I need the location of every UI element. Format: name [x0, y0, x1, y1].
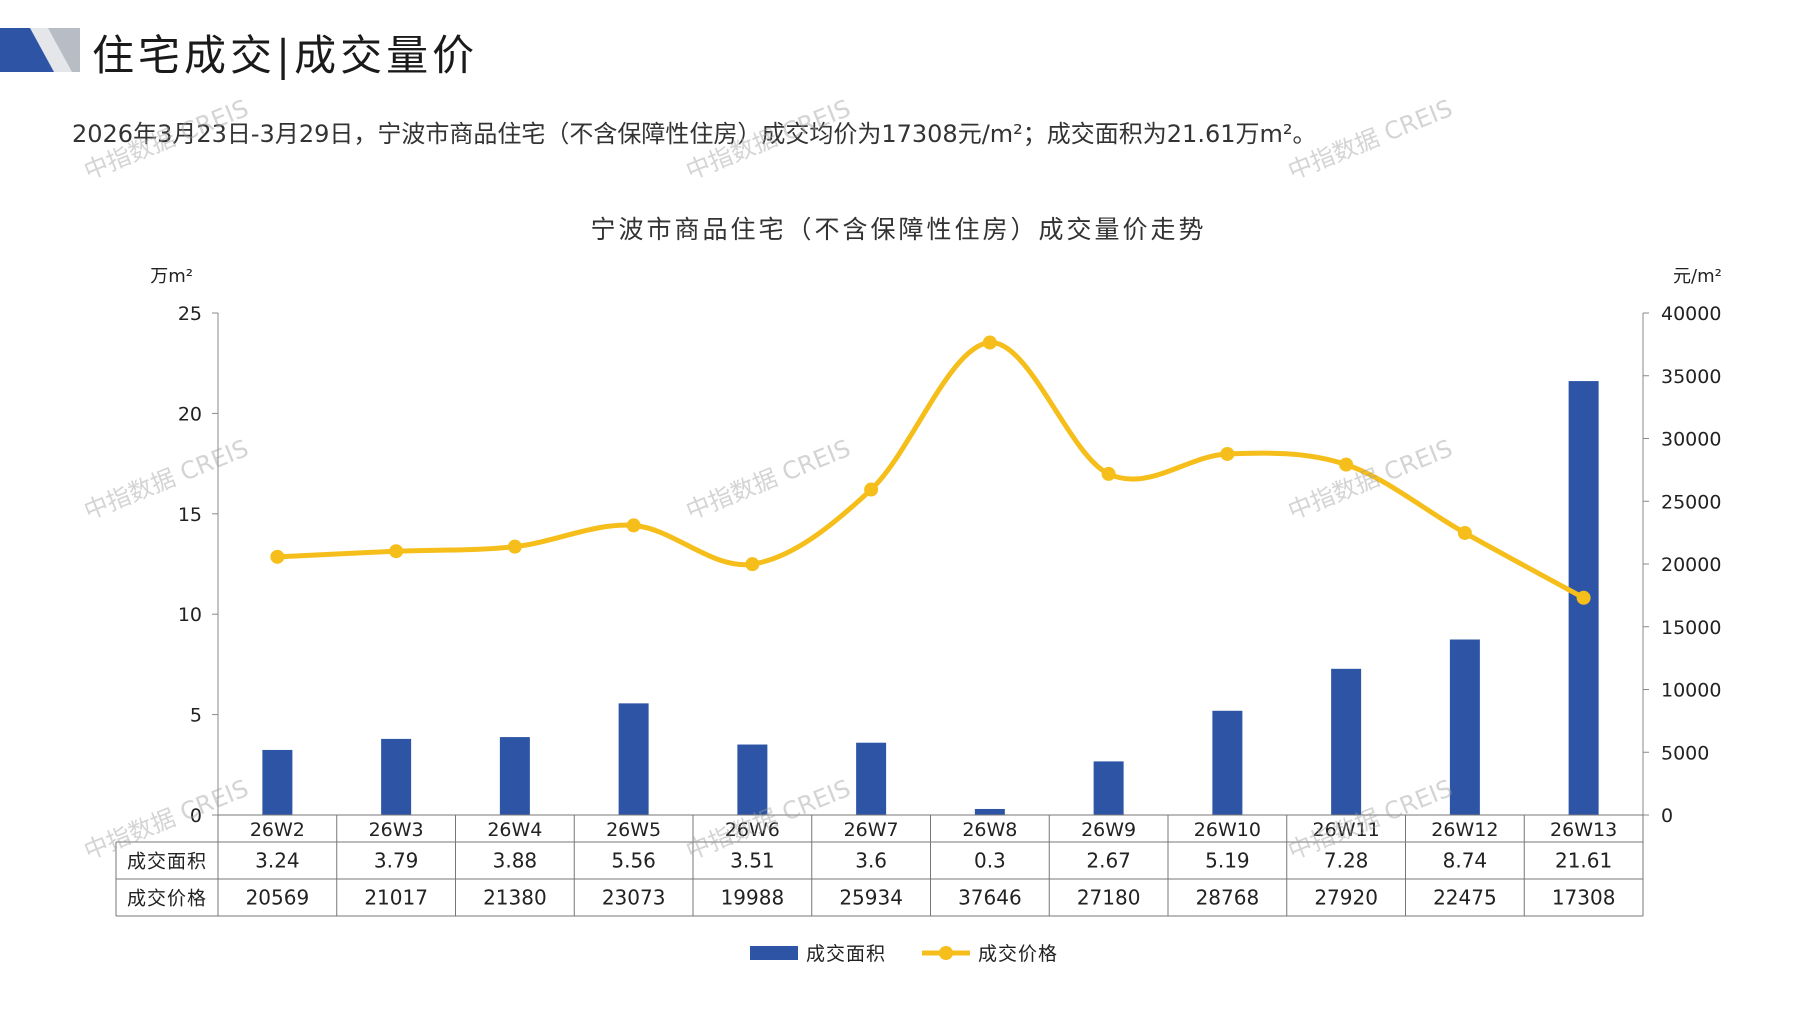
- x-tick-label: 26W10: [1194, 819, 1261, 841]
- y-right-tick-label: 10000: [1661, 680, 1721, 702]
- y-left-tick-label: 10: [178, 604, 202, 626]
- price-point: [507, 539, 522, 554]
- legend-swatch-area: [750, 946, 798, 960]
- data-label-price: 20569: [246, 886, 310, 910]
- bar: [1449, 639, 1480, 815]
- data-label-price: 27180: [1077, 886, 1141, 910]
- table-row-label-price: 成交价格: [127, 888, 207, 910]
- price-point: [1339, 457, 1354, 472]
- data-label-price: 17308: [1552, 886, 1616, 910]
- bar: [974, 808, 1005, 815]
- y-right-tick-label: 35000: [1661, 366, 1721, 388]
- x-tick-label: 26W2: [250, 819, 305, 841]
- x-tick-label: 26W9: [1081, 819, 1136, 841]
- x-tick-label: 26W7: [844, 819, 899, 841]
- data-label-area: 3.79: [374, 849, 419, 873]
- y-left-tick-label: 25: [178, 303, 202, 325]
- data-label-area: 21.61: [1555, 849, 1612, 873]
- price-point: [982, 335, 997, 350]
- data-label-price: 21380: [483, 886, 547, 910]
- price-point: [1576, 590, 1591, 605]
- data-label-area: 3.51: [730, 849, 775, 873]
- x-tick-label: 26W4: [487, 819, 542, 841]
- y-left-tick-label: 20: [178, 403, 202, 425]
- price-point: [745, 557, 760, 572]
- summary-text: 2026年3月23日-3月29日，宁波市商品住宅（不含保障性住房）成交均价为17…: [72, 120, 1317, 148]
- bar: [1093, 761, 1124, 815]
- y-right-tick-label: 0: [1661, 805, 1673, 827]
- price-point: [864, 482, 879, 497]
- bar: [1212, 710, 1243, 815]
- y-right-tick-label: 30000: [1661, 429, 1721, 451]
- price-point: [1457, 525, 1472, 540]
- legend-label-area: 成交面积: [806, 943, 886, 965]
- y-left-tick-label: 0: [190, 805, 202, 827]
- y-right-tick-label: 5000: [1661, 742, 1709, 764]
- bar: [381, 738, 412, 815]
- bar: [618, 703, 649, 815]
- table-row-label-area: 成交面积: [127, 851, 207, 873]
- x-tick-label: 26W13: [1550, 819, 1617, 841]
- price-point: [1101, 466, 1116, 481]
- data-label-price: 37646: [958, 886, 1022, 910]
- data-label-price: 22475: [1433, 886, 1497, 910]
- y-left-axis-label: 万m²: [150, 266, 193, 287]
- bar: [262, 749, 293, 815]
- price-point: [626, 518, 641, 533]
- y-right-tick-label: 20000: [1661, 554, 1721, 576]
- chart-title: 宁波市商品住宅（不含保障性住房）成交量价走势: [590, 215, 1207, 244]
- data-label-price: 28768: [1196, 886, 1260, 910]
- bar: [856, 742, 887, 815]
- legend-label-price: 成交价格: [978, 943, 1058, 965]
- data-label-area: 8.74: [1443, 849, 1488, 873]
- data-label-price: 23073: [602, 886, 666, 910]
- bar: [1331, 668, 1362, 815]
- x-tick-label: 26W11: [1313, 819, 1380, 841]
- price-line: [274, 340, 1587, 601]
- data-label-area: 5.56: [611, 849, 656, 873]
- data-label-area: 3.6: [855, 849, 887, 873]
- x-tick-label: 26W5: [606, 819, 661, 841]
- data-label-price: 27920: [1314, 886, 1378, 910]
- data-label-area: 3.88: [493, 849, 538, 873]
- bar: [499, 737, 530, 815]
- x-tick-label: 26W8: [962, 819, 1017, 841]
- data-label-price: 25934: [839, 886, 903, 910]
- y-left-tick-label: 5: [190, 705, 202, 727]
- bar: [737, 744, 768, 815]
- logo-mark-icon: [0, 28, 80, 72]
- x-tick-label: 26W6: [725, 819, 780, 841]
- data-label-price: 21017: [364, 886, 428, 910]
- y-left-tick-label: 15: [178, 504, 202, 526]
- price-point: [270, 549, 285, 564]
- y-right-tick-label: 25000: [1661, 491, 1721, 513]
- price-point: [389, 544, 404, 559]
- page-title: 住宅成交|成交量价: [92, 31, 479, 80]
- data-label-area: 3.24: [255, 849, 300, 873]
- data-label-area: 5.19: [1205, 849, 1250, 873]
- y-right-axis-label: 元/m²: [1673, 266, 1722, 287]
- y-right-tick-label: 15000: [1661, 617, 1721, 639]
- legend-swatch-price-dot: [939, 946, 953, 960]
- x-tick-label: 26W3: [369, 819, 424, 841]
- data-label-area: 7.28: [1324, 849, 1369, 873]
- data-label-price: 19988: [721, 886, 785, 910]
- y-right-tick-label: 40000: [1661, 303, 1721, 325]
- x-tick-label: 26W12: [1431, 819, 1498, 841]
- price-point: [1220, 446, 1235, 461]
- data-label-area: 2.67: [1086, 849, 1131, 873]
- data-label-area: 0.3: [974, 849, 1006, 873]
